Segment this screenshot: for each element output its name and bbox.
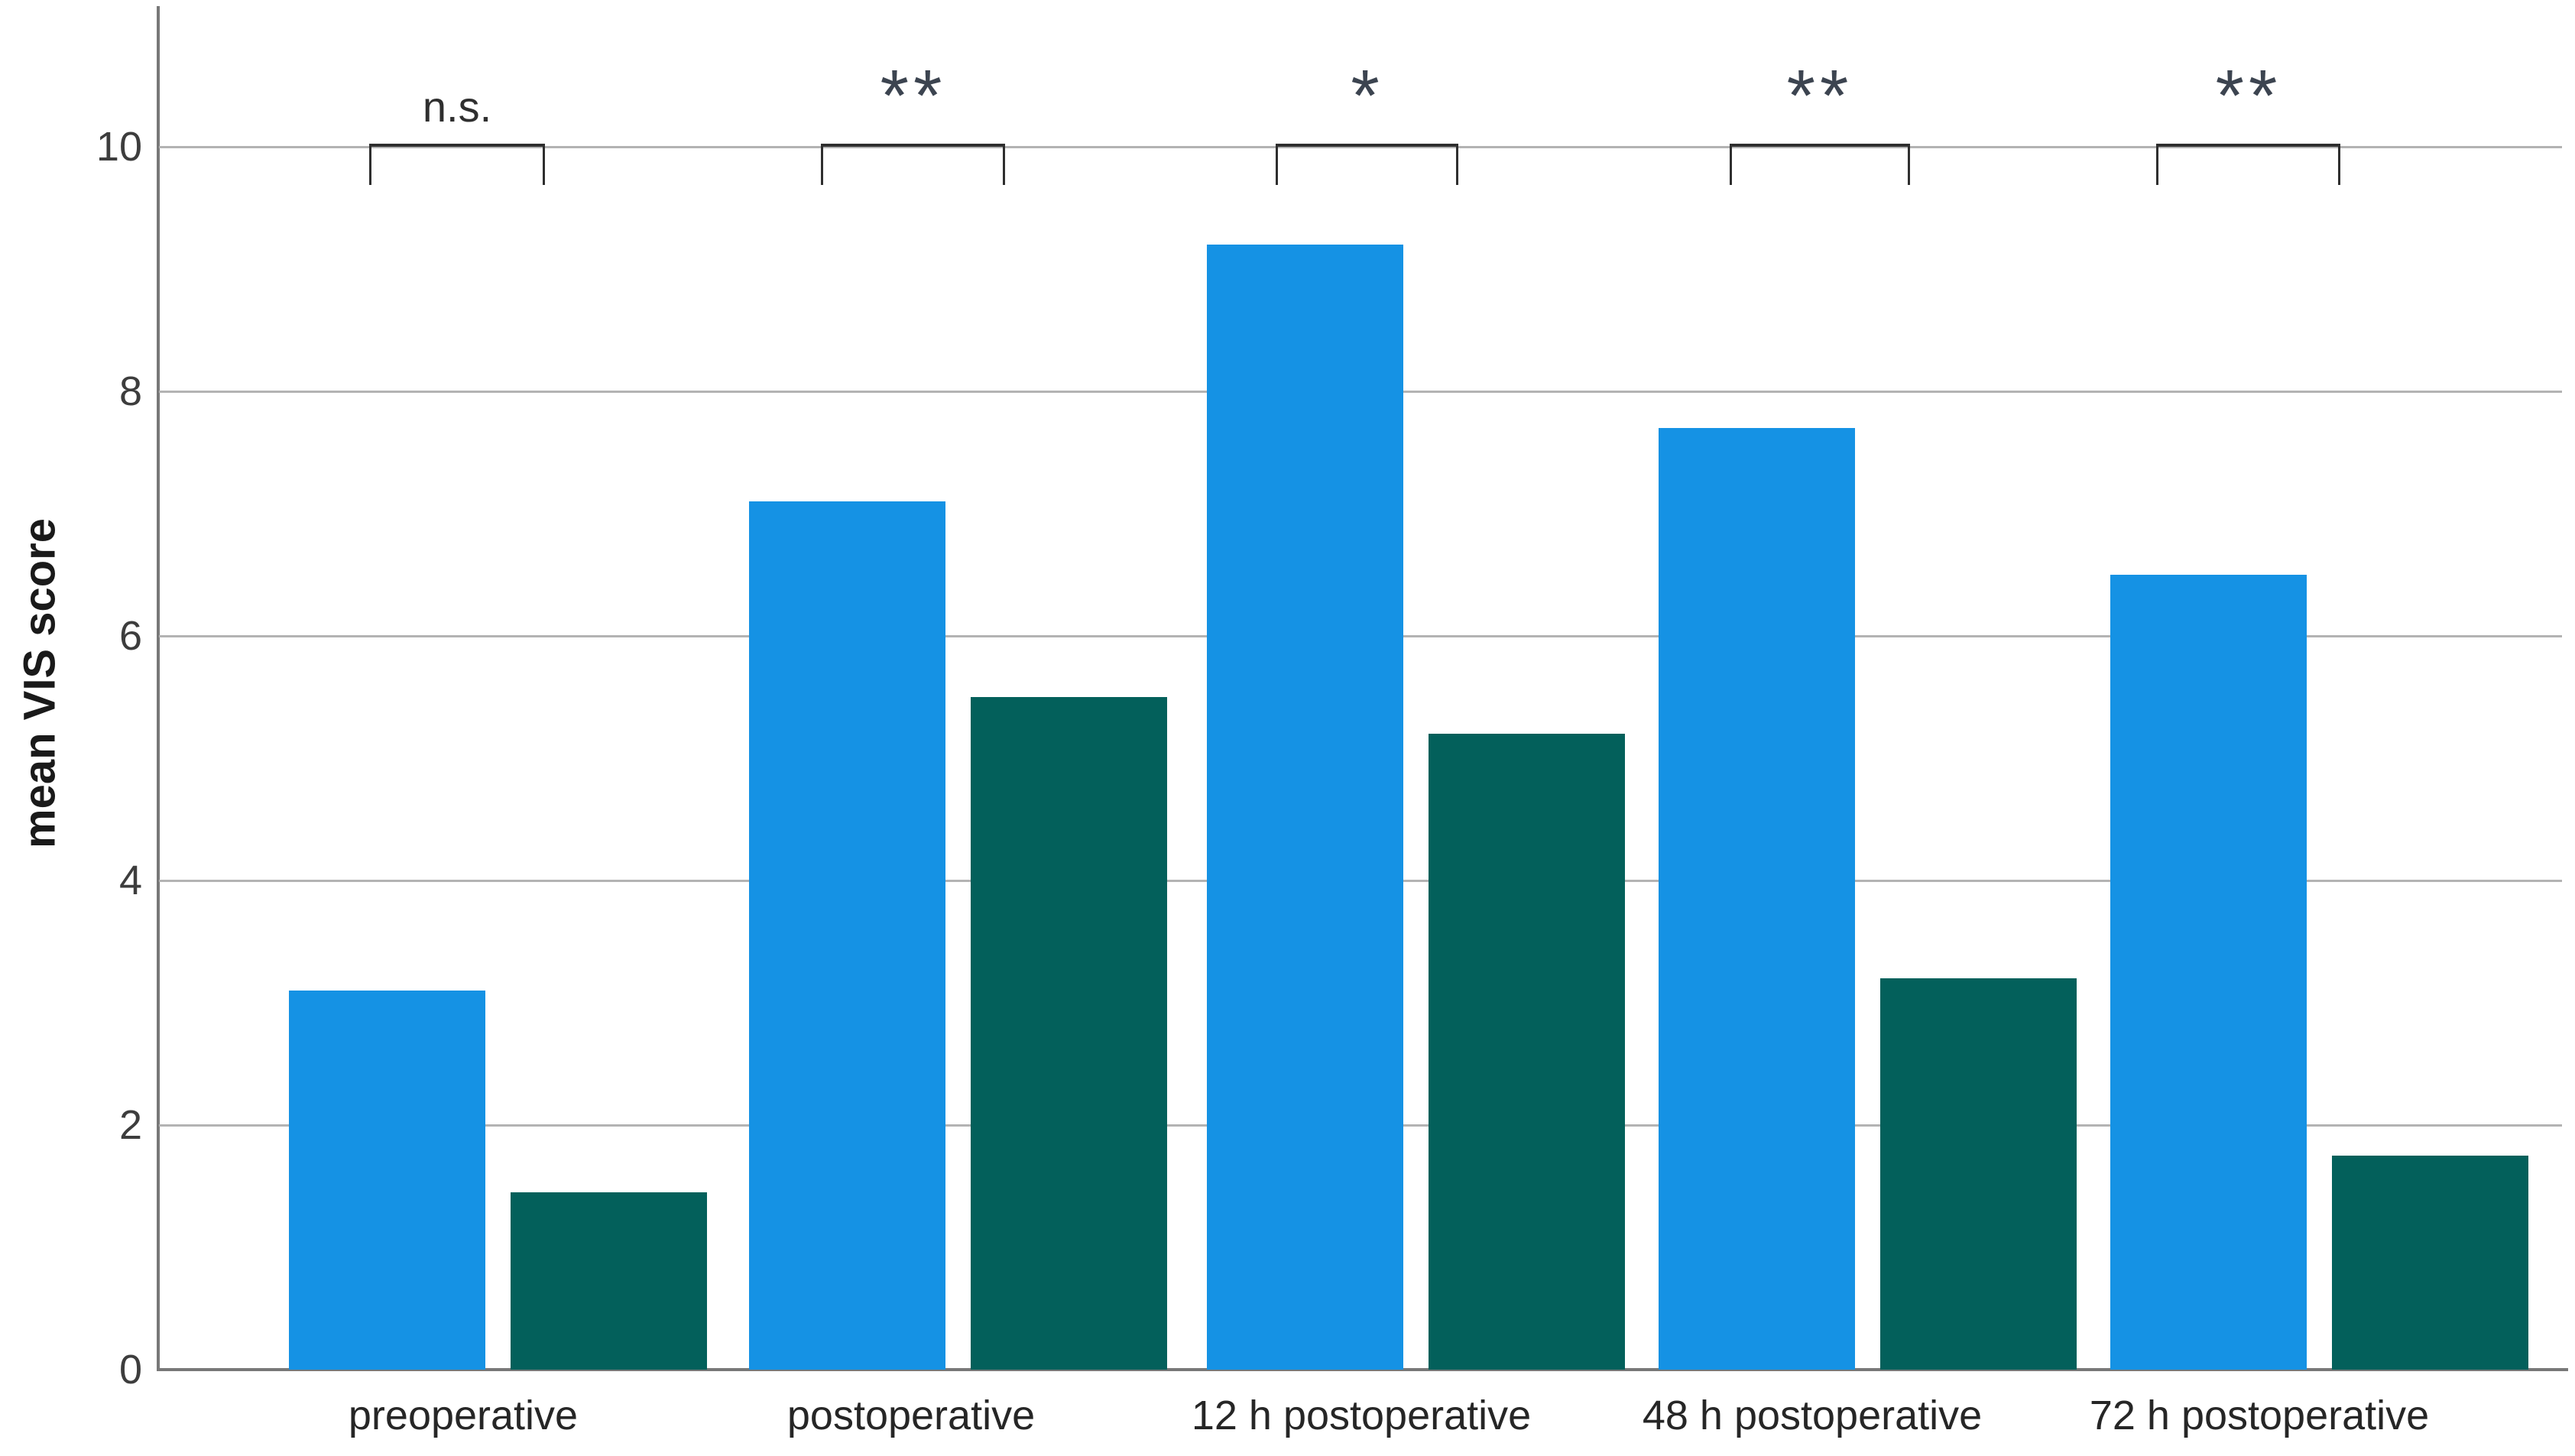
significance-bracket-tick-right-4	[1908, 145, 1910, 185]
bar-blue-3	[1207, 245, 1403, 1370]
y-axis-title: mean VIS score	[15, 518, 65, 848]
significance-bracket-2	[821, 144, 1005, 147]
significance-label-1: n.s.	[422, 83, 492, 131]
significance-bracket-tick-right-1	[543, 145, 545, 185]
gridline-y10	[159, 146, 2562, 148]
significance-bracket-tick-right-2	[1003, 145, 1005, 185]
y-tick-label-8: 8	[118, 368, 142, 414]
significance-label-3: *	[1351, 55, 1384, 137]
significance-bracket-tick-right-5	[2338, 145, 2340, 185]
significance-bracket-tick-left-2	[821, 145, 823, 185]
significance-bracket-4	[1730, 144, 1910, 147]
significance-bracket-tick-left-5	[2156, 145, 2158, 185]
bar-blue-4	[1659, 428, 1855, 1370]
bar-blue-2	[749, 501, 945, 1370]
significance-label-4: **	[1786, 55, 1853, 137]
bar-blue-5	[2110, 575, 2307, 1370]
y-tick-label-6: 6	[118, 613, 142, 659]
significance-bracket-tick-left-4	[1730, 145, 1732, 185]
significance-bracket-1	[369, 144, 545, 147]
bar-teal-3	[1429, 734, 1625, 1370]
y-tick-label-0: 0	[118, 1347, 142, 1393]
x-category-label-2: postoperative	[786, 1393, 1036, 1438]
significance-bracket-tick-right-3	[1456, 145, 1458, 185]
bar-teal-1	[511, 1192, 707, 1370]
significance-bracket-tick-left-1	[369, 145, 371, 185]
y-tick-label-2: 2	[118, 1102, 142, 1148]
y-tick-label-4: 4	[118, 858, 142, 903]
bar-teal-5	[2332, 1156, 2528, 1370]
y-axis-line	[157, 6, 160, 1371]
bar-teal-2	[971, 697, 1167, 1370]
significance-bracket-3	[1276, 144, 1458, 147]
significance-bracket-5	[2156, 144, 2340, 147]
significance-bracket-tick-left-3	[1276, 145, 1278, 185]
y-tick-label-10: 10	[96, 124, 142, 170]
x-axis-line	[157, 1368, 2568, 1371]
x-category-label-5: 72 h postoperative	[2089, 1393, 2430, 1438]
bar-blue-1	[289, 991, 485, 1370]
significance-label-2: **	[880, 55, 947, 137]
x-category-label-1: preoperative	[348, 1393, 579, 1438]
significance-label-5: **	[2215, 55, 2282, 137]
bar-teal-4	[1880, 978, 2077, 1370]
x-category-label-4: 48 h postoperative	[1642, 1393, 1983, 1438]
x-category-label-3: 12 h postoperative	[1191, 1393, 1532, 1438]
